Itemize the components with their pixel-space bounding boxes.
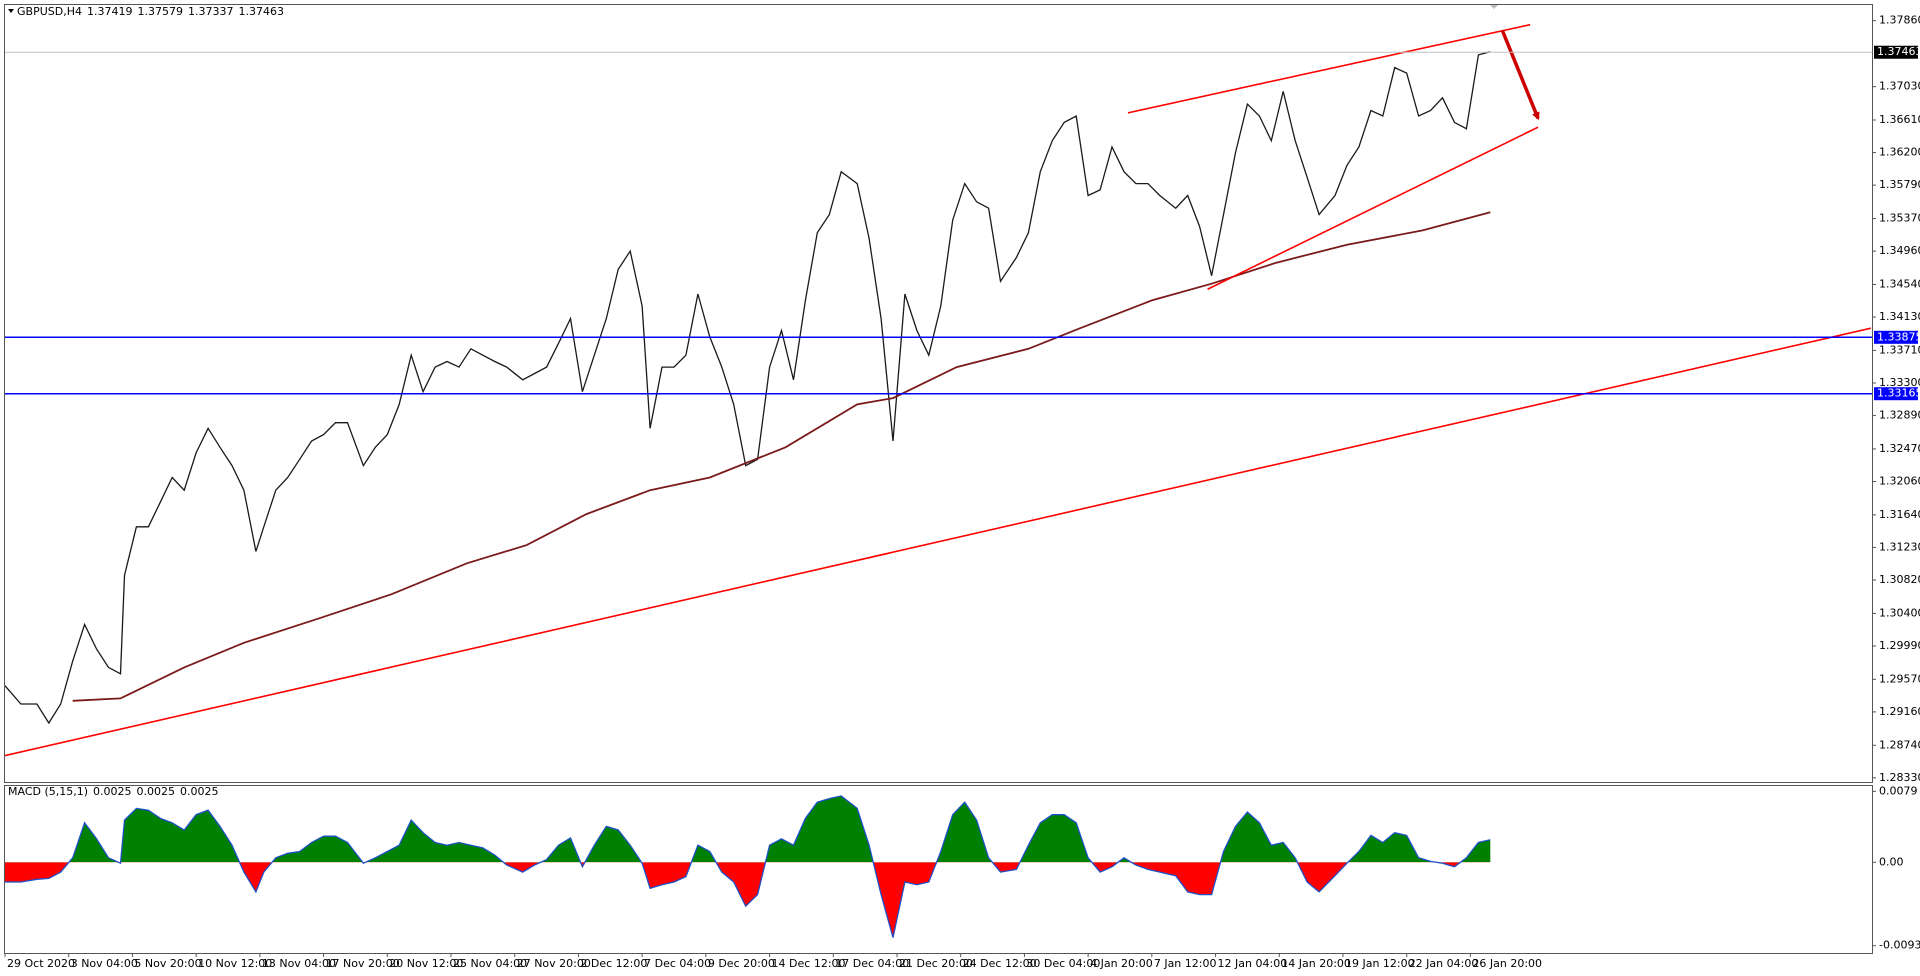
y-tick-label: 1.33300 xyxy=(1879,376,1920,389)
macd-panel xyxy=(4,785,1873,954)
title-value: 1.37579 xyxy=(137,5,183,18)
x-tick-label: 9 Dec 20:00 xyxy=(708,957,775,970)
price-plot xyxy=(5,23,1871,757)
shift-marker xyxy=(1490,5,1498,9)
y-tick-label: 1.30820 xyxy=(1879,573,1920,586)
x-tick-label: 4 Jan 20:00 xyxy=(1090,957,1153,970)
x-tick-label: 17 Dec 04:00 xyxy=(835,957,909,970)
y-tick-label: 0.00 xyxy=(1879,855,1904,868)
title-name: GBPUSD,H4 xyxy=(17,5,82,18)
x-tick-label: 14 Jan 20:00 xyxy=(1281,957,1351,970)
title-value: 0.0025 xyxy=(180,785,219,798)
indicator-title: GBPUSD,H4 1.37419 1.37579 1.37337 1.37463 xyxy=(17,5,284,18)
macd-negative xyxy=(5,862,1461,938)
x-tick-label: 17 Nov 20:00 xyxy=(326,957,400,970)
level-label: 1.33875 xyxy=(1877,330,1920,343)
title-value: 1.37337 xyxy=(188,5,234,18)
y-tick-label: -0.0093 xyxy=(1879,939,1920,952)
macd-positive xyxy=(5,795,1491,863)
y-tick-label: 1.32470 xyxy=(1879,442,1920,455)
x-tick-label: 13 Nov 04:00 xyxy=(262,957,336,970)
x-tick-label: 10 Nov 12:00 xyxy=(198,957,272,970)
y-tick-label: 1.37030 xyxy=(1879,80,1920,93)
y-tick-label: 1.31230 xyxy=(1879,540,1920,553)
indicator-title: MACD (5,15,1) 0.0025 0.0025 0.0025 xyxy=(8,785,219,798)
y-tick-label: 1.35370 xyxy=(1879,212,1920,225)
x-tick-label: 7 Dec 04:00 xyxy=(644,957,711,970)
x-tick-label: 25 Nov 04:00 xyxy=(453,957,527,970)
level-tag xyxy=(1874,330,1918,344)
x-tick-label: 20 Nov 12:00 xyxy=(389,957,463,970)
title-value: 0.0025 xyxy=(137,785,176,798)
menu-triangle xyxy=(8,9,14,13)
x-tick-label: 12 Jan 04:00 xyxy=(1218,957,1288,970)
y-tick-label: 1.28330 xyxy=(1879,771,1920,784)
x-tick-label: 7 Jan 12:00 xyxy=(1154,957,1217,970)
x-tick-label: 19 Jan 12:00 xyxy=(1345,957,1415,970)
y-tick-label: 1.29160 xyxy=(1879,705,1920,718)
arrow xyxy=(1500,29,1540,121)
y-tick-label: 0.0079 xyxy=(1879,784,1918,797)
title-value: 1.37463 xyxy=(238,5,284,18)
x-tick-label: 14 Dec 12:00 xyxy=(772,957,846,970)
y-tick-label: 1.35790 xyxy=(1879,178,1920,191)
price-label: 1.37463 xyxy=(1877,45,1920,58)
y-tick-label: 1.37860 xyxy=(1879,14,1920,27)
macd-line xyxy=(5,795,1491,938)
trendline xyxy=(5,327,1871,757)
y-tick-label: 1.34960 xyxy=(1879,244,1920,257)
y-tick-label: 1.32060 xyxy=(1879,475,1920,488)
x-tick-label: 30 Dec 04:00 xyxy=(1026,957,1100,970)
y-tick-label: 1.36200 xyxy=(1879,146,1920,159)
level-label: 1.33165 xyxy=(1877,387,1920,400)
y-tick-label: 1.32890 xyxy=(1879,409,1920,422)
title-value: 0.0025 xyxy=(93,785,132,798)
y-tick-label: 1.29570 xyxy=(1879,672,1920,685)
price-tag xyxy=(1874,45,1918,59)
y-tick-label: 1.34130 xyxy=(1879,310,1920,323)
title-value: 1.37419 xyxy=(87,5,133,18)
trendline xyxy=(1207,126,1539,290)
price-line xyxy=(5,51,1491,725)
y-tick-label: 1.31640 xyxy=(1879,508,1920,521)
y-tick-label: 1.28740 xyxy=(1879,738,1920,751)
y-tick-label: 1.36610 xyxy=(1879,113,1920,126)
y-tick-label: 1.30400 xyxy=(1879,606,1920,619)
x-tick-label: 3 Nov 04:00 xyxy=(71,957,138,970)
x-tick-label: 24 Dec 12:00 xyxy=(963,957,1037,970)
level-tag xyxy=(1874,387,1918,401)
x-tick-label: 29 Oct 2020 xyxy=(7,957,75,970)
x-tick-label: 5 Nov 20:00 xyxy=(134,957,201,970)
title-name: MACD (5,15,1) xyxy=(8,785,88,798)
x-tick-label: 21 Dec 20:00 xyxy=(899,957,973,970)
y-tick-label: 1.33710 xyxy=(1879,343,1920,356)
trendline xyxy=(1127,23,1531,114)
x-tick-label: 2 Dec 12:00 xyxy=(580,957,647,970)
x-tick-label: 22 Jan 04:00 xyxy=(1409,957,1479,970)
y-tick-label: 1.29990 xyxy=(1879,639,1920,652)
y-tick-label: 1.34540 xyxy=(1879,277,1920,290)
x-tick-label: 26 Jan 20:00 xyxy=(1472,957,1542,970)
x-tick-label: 27 Nov 20:00 xyxy=(517,957,591,970)
